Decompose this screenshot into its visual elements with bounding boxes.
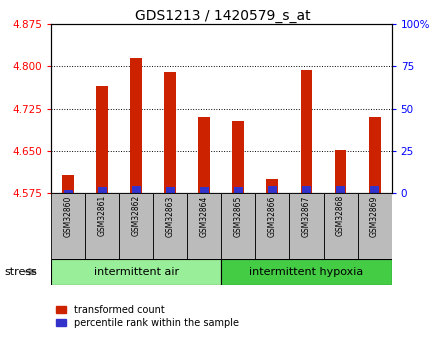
Bar: [164, 72, 176, 193]
Bar: [368, 117, 380, 193]
Bar: [234, 187, 243, 193]
Text: stress: stress: [4, 267, 37, 277]
Bar: [130, 58, 142, 193]
Bar: [300, 70, 312, 193]
Text: intermittent hypoxia: intermittent hypoxia: [249, 267, 364, 277]
Bar: [153, 193, 187, 259]
Bar: [290, 193, 324, 259]
Text: GSM32861: GSM32861: [98, 195, 107, 236]
Bar: [51, 193, 85, 259]
Text: GSM32865: GSM32865: [234, 195, 243, 237]
Bar: [64, 190, 73, 193]
Bar: [358, 193, 392, 259]
Bar: [255, 193, 290, 259]
Bar: [132, 186, 141, 193]
Bar: [336, 186, 345, 193]
Text: GSM32869: GSM32869: [370, 195, 379, 237]
Legend: transformed count, percentile rank within the sample: transformed count, percentile rank withi…: [56, 305, 239, 328]
Bar: [324, 193, 358, 259]
Text: GSM32863: GSM32863: [166, 195, 175, 237]
Bar: [267, 179, 279, 193]
Bar: [85, 193, 119, 259]
Text: GSM32868: GSM32868: [336, 195, 345, 236]
Text: GSM32862: GSM32862: [132, 195, 141, 236]
Bar: [198, 117, 210, 193]
Bar: [222, 193, 255, 259]
Bar: [166, 187, 175, 193]
Text: GSM32866: GSM32866: [268, 195, 277, 237]
Bar: [370, 186, 379, 193]
Text: GDS1213 / 1420579_s_at: GDS1213 / 1420579_s_at: [135, 9, 310, 23]
Bar: [335, 150, 347, 193]
Bar: [51, 259, 222, 285]
Text: GSM32860: GSM32860: [64, 195, 73, 237]
Bar: [232, 121, 244, 193]
Bar: [119, 193, 153, 259]
Bar: [222, 259, 392, 285]
Bar: [268, 186, 277, 193]
Bar: [96, 86, 108, 193]
Bar: [62, 175, 74, 193]
Text: GSM32864: GSM32864: [200, 195, 209, 237]
Bar: [98, 187, 107, 193]
Bar: [187, 193, 222, 259]
Bar: [302, 186, 311, 193]
Bar: [200, 187, 209, 193]
Text: intermittent air: intermittent air: [94, 267, 179, 277]
Text: GSM32867: GSM32867: [302, 195, 311, 237]
